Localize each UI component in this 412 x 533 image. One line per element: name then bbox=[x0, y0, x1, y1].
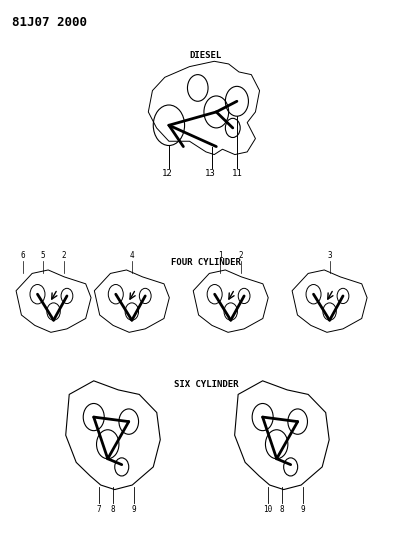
Text: 13: 13 bbox=[205, 169, 215, 179]
Text: 11: 11 bbox=[232, 169, 242, 179]
Text: 1: 1 bbox=[218, 251, 223, 260]
Text: 12: 12 bbox=[162, 169, 172, 179]
Text: SIX CYLINDER: SIX CYLINDER bbox=[174, 381, 238, 389]
Text: 6: 6 bbox=[20, 251, 25, 260]
Text: 9: 9 bbox=[132, 505, 136, 514]
Text: DIESEL: DIESEL bbox=[190, 52, 222, 60]
Text: 81J07 2000: 81J07 2000 bbox=[12, 16, 87, 29]
Text: 7: 7 bbox=[97, 505, 101, 514]
Text: 2: 2 bbox=[61, 251, 66, 260]
Text: 10: 10 bbox=[263, 505, 272, 514]
Text: 5: 5 bbox=[41, 251, 46, 260]
Text: 3: 3 bbox=[327, 251, 332, 260]
Text: 8: 8 bbox=[280, 505, 284, 514]
Text: FOUR CYLINDER: FOUR CYLINDER bbox=[171, 258, 241, 266]
Text: 4: 4 bbox=[129, 251, 134, 260]
Text: 8: 8 bbox=[111, 505, 115, 514]
Text: 2: 2 bbox=[239, 251, 243, 260]
Text: 9: 9 bbox=[301, 505, 305, 514]
